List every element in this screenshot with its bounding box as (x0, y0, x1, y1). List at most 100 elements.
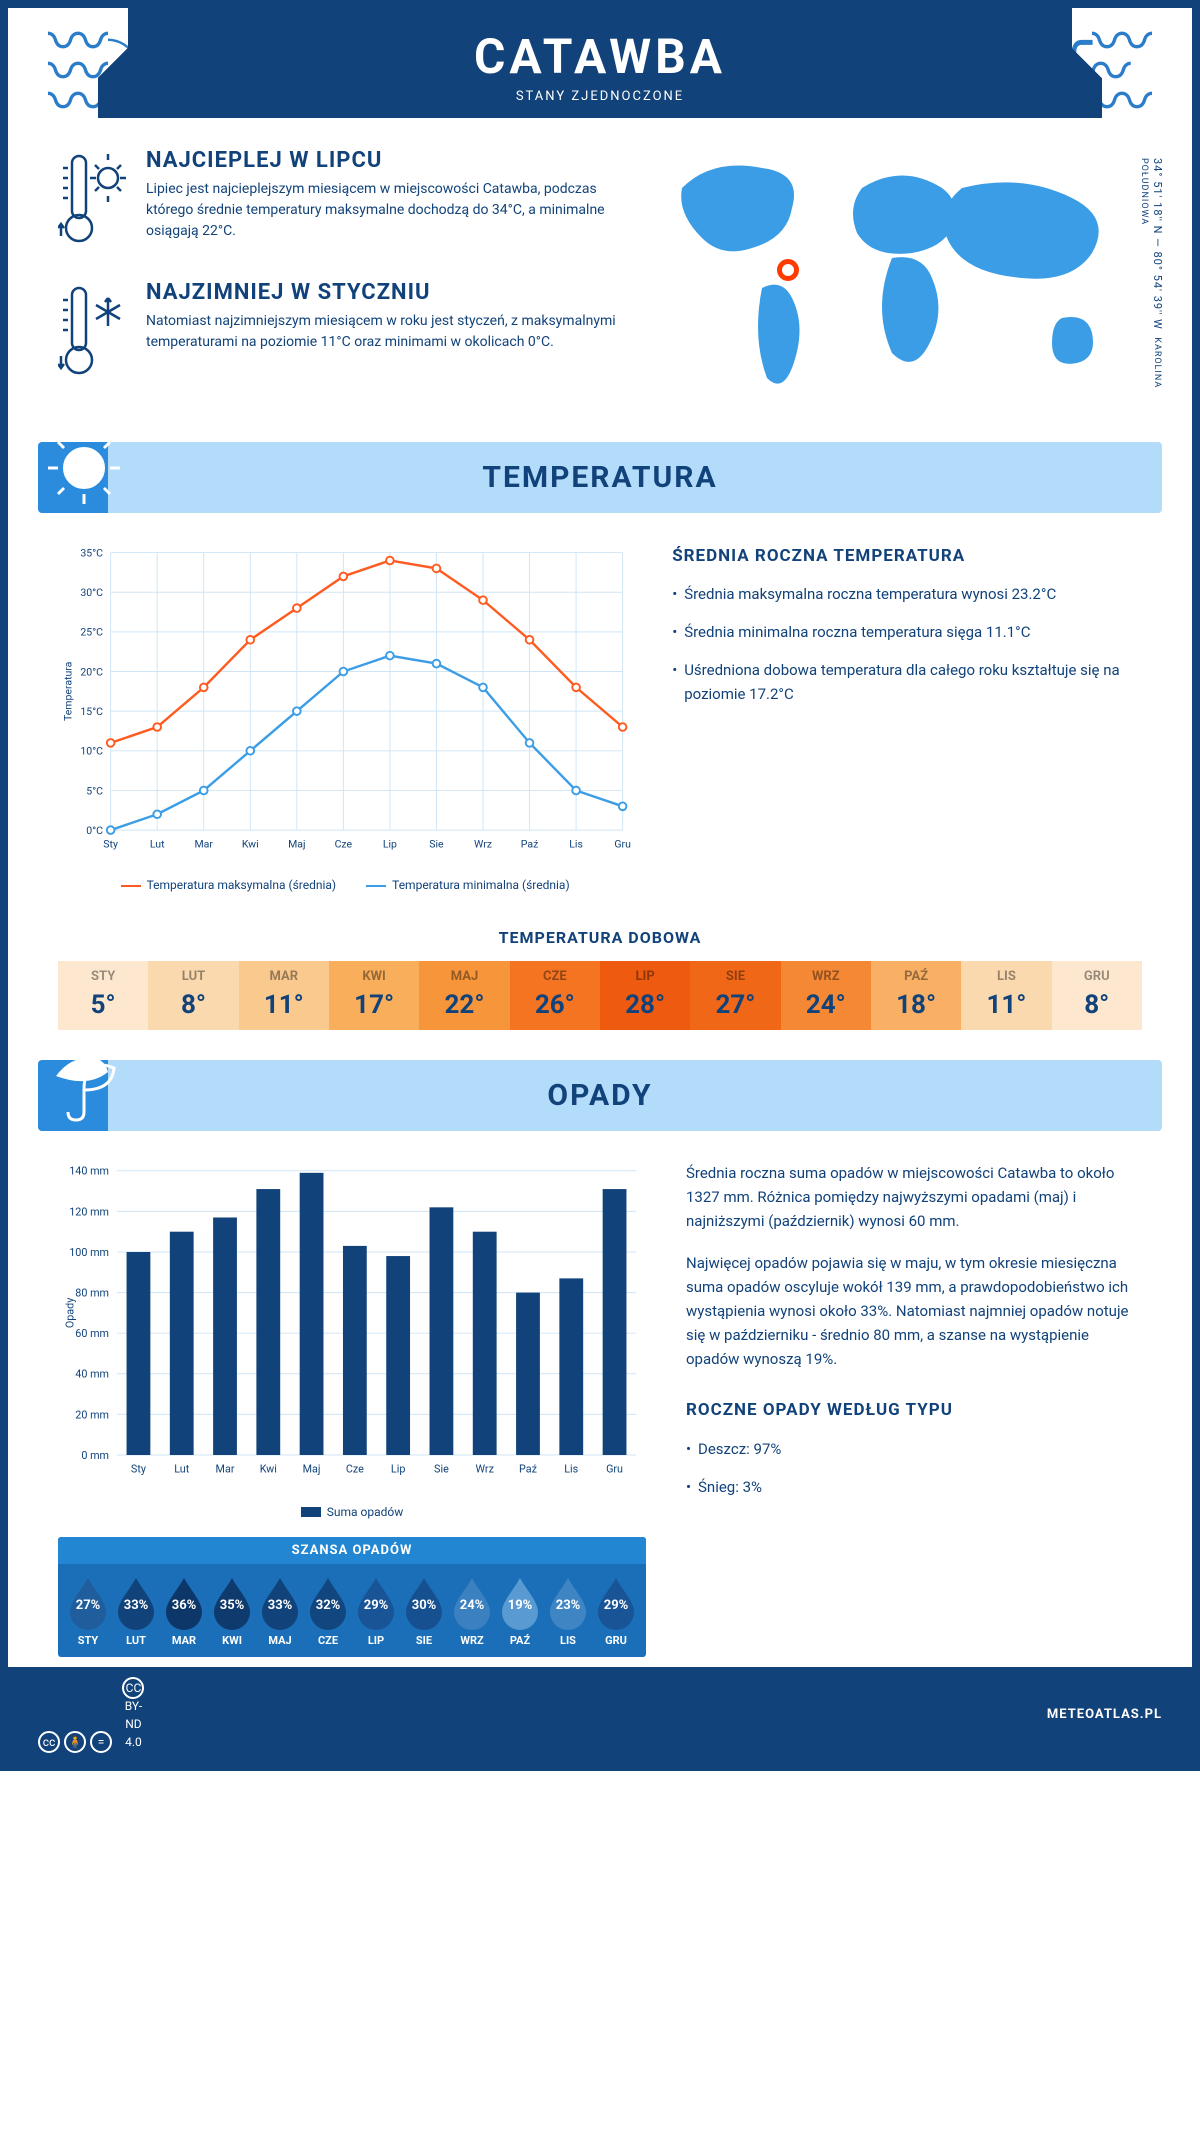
temperature-legend: Temperatura maksymalna (średnia) Tempera… (58, 878, 632, 892)
yearly-precip-type-list: Deszcz: 97% Śnieg: 3% (686, 1437, 1142, 1499)
precip-text-2: Najwięcej opadów pojawia się w maju, w t… (686, 1251, 1142, 1371)
heatmap-cell: STY5° (58, 961, 148, 1030)
by-icon: 🧍 (64, 1731, 86, 1753)
svg-text:Temperatura: Temperatura (61, 661, 74, 721)
svg-text:Sie: Sie (429, 837, 444, 850)
thermometer-hot-icon (58, 148, 128, 252)
cc-icon: cc (38, 1731, 60, 1753)
heatmap-cell: LIP28° (600, 961, 690, 1030)
heatmap-cell: MAR11° (239, 961, 329, 1030)
svg-text:Gru: Gru (606, 1463, 623, 1476)
svg-text:20°C: 20°C (80, 665, 103, 678)
coldest-block: NAJZIMNIEJ W STYCZNIU Natomiast najzimni… (58, 280, 622, 384)
chance-drop: 27%STY (66, 1576, 110, 1647)
svg-text:40 mm: 40 mm (75, 1368, 109, 1381)
svg-text:Lip: Lip (383, 837, 397, 850)
svg-text:Sie: Sie (434, 1463, 449, 1476)
chance-drop: 36%MAR (162, 1576, 206, 1647)
svg-text:Cze: Cze (346, 1463, 364, 1476)
svg-text:Lut: Lut (174, 1463, 190, 1476)
svg-text:35°C: 35°C (80, 546, 103, 559)
svg-text:5°C: 5°C (86, 784, 103, 797)
sun-icon (44, 428, 124, 508)
hottest-block: NAJCIEPLEJ W LIPCU Lipiec jest najcieple… (58, 148, 622, 252)
nd-icon: = (90, 1731, 112, 1753)
svg-text:Wrz: Wrz (475, 1463, 493, 1476)
site-name: METEOATLAS.PL (1047, 1707, 1162, 1722)
temperature-section-header: TEMPERATURA (38, 442, 1162, 513)
svg-text:25°C: 25°C (80, 626, 103, 639)
umbrella-icon (44, 1046, 124, 1126)
svg-text:Maj: Maj (303, 1463, 321, 1476)
daily-temp-title: TEMPERATURA DOBOWA (8, 928, 1192, 947)
location-marker (777, 259, 799, 281)
svg-text:0 mm: 0 mm (81, 1449, 109, 1462)
daily-temp-heatmap: STY5°LUT8°MAR11°KWI17°MAJ22°CZE26°LIP28°… (58, 961, 1142, 1030)
svg-text:120 mm: 120 mm (69, 1206, 109, 1219)
precip-text-1: Średnia roczna suma opadów w miejscowośc… (686, 1161, 1142, 1233)
svg-text:Wrz: Wrz (474, 837, 492, 850)
location-title: CATAWBA (128, 28, 1072, 85)
avg-temp-item: Średnia minimalna roczna temperatura się… (672, 620, 1142, 644)
chance-drop: 29%LIP (354, 1576, 398, 1647)
svg-text:Cze: Cze (335, 837, 353, 850)
avg-temp-item: Średnia maksymalna roczna temperatura wy… (672, 582, 1142, 606)
svg-text:Sty: Sty (131, 1463, 146, 1476)
license-badge: cc🧍= CC BY-ND 4.0 (38, 1677, 148, 1753)
heatmap-cell: CZE26° (510, 961, 600, 1030)
chance-drop: 35%KWI (210, 1576, 254, 1647)
svg-text:100 mm: 100 mm (69, 1246, 109, 1259)
temperature-line-chart: 0°C 5°C 10°C 15°C 20°C 25°C 30°C 35°C Sty Lut Mar K… (58, 543, 632, 868)
chance-drop: 33%LUT (114, 1576, 158, 1647)
precipitation-chance-panel: SZANSA OPADÓW 27%STY33%LUT36%MAR35%KWI33… (58, 1537, 646, 1657)
svg-text:15°C: 15°C (80, 705, 103, 718)
svg-text:Kwi: Kwi (260, 1463, 277, 1476)
chance-drop: 19%PAŹ (498, 1576, 542, 1647)
svg-text:0°C: 0°C (86, 824, 103, 837)
precipitation-section-header: OPADY (38, 1060, 1162, 1131)
heatmap-cell: PAŹ18° (871, 961, 961, 1030)
avg-temp-item: Uśredniona dobowa temperatura dla całego… (672, 658, 1142, 706)
coldest-text: Natomiast najzimniejszym miesiącem w rok… (146, 311, 622, 353)
svg-text:Kwi: Kwi (242, 837, 259, 850)
svg-text:Paź: Paź (519, 1463, 537, 1476)
hottest-title: NAJCIEPLEJ W LIPCU (146, 148, 622, 173)
svg-text:30°C: 30°C (80, 586, 103, 599)
coordinates-label: 34° 51' 18'' N — 80° 54' 39'' W KAROLINA… (1138, 158, 1164, 412)
svg-text:140 mm: 140 mm (69, 1165, 109, 1178)
thermometer-cold-icon (58, 280, 128, 384)
heatmap-cell: MAJ22° (419, 961, 509, 1030)
svg-text:Lut: Lut (150, 837, 165, 850)
location-subtitle: STANY ZJEDNOCZONE (128, 89, 1072, 104)
yearly-precip-item: Deszcz: 97% (686, 1437, 1142, 1461)
svg-text:Mar: Mar (194, 837, 213, 850)
chance-drop: 29%GRU (594, 1576, 638, 1647)
svg-text:20 mm: 20 mm (75, 1409, 109, 1422)
svg-text:80 mm: 80 mm (75, 1287, 109, 1300)
chance-drop: 24%WRZ (450, 1576, 494, 1647)
avg-year-temp-list: Średnia maksymalna roczna temperatura wy… (672, 582, 1142, 706)
precipitation-legend: Suma opadów (58, 1505, 646, 1519)
yearly-precip-type-title: ROCZNE OPADY WEDŁUG TYPU (686, 1397, 1142, 1424)
chance-drop: 33%MAJ (258, 1576, 302, 1647)
precipitation-bar-chart: 0 mm 20 mm 40 mm 60 mm 80 mm 100 mm 120 mm 140 … (58, 1161, 646, 1494)
page-header: CATAWBA STANY ZJEDNOCZONE (128, 8, 1072, 118)
chance-drop: 32%CZE (306, 1576, 350, 1647)
svg-text:Lis: Lis (569, 837, 583, 850)
svg-text:Gru: Gru (614, 837, 631, 850)
heatmap-cell: LIS11° (961, 961, 1051, 1030)
heatmap-cell: WRZ24° (781, 961, 871, 1030)
world-map: 34° 51' 18'' N — 80° 54' 39'' W KAROLINA… (662, 148, 1142, 412)
chance-drop: 23%LIS (546, 1576, 590, 1647)
yearly-precip-item: Śnieg: 3% (686, 1475, 1142, 1499)
svg-text:Maj: Maj (288, 837, 305, 850)
svg-text:10°C: 10°C (80, 745, 103, 758)
svg-text:Opady: Opady (64, 1298, 77, 1328)
chance-title: SZANSA OPADÓW (58, 1537, 646, 1564)
svg-text:Sty: Sty (103, 837, 118, 850)
coldest-title: NAJZIMNIEJ W STYCZNIU (146, 280, 622, 305)
heatmap-cell: LUT8° (148, 961, 238, 1030)
svg-text:60 mm: 60 mm (75, 1327, 109, 1340)
heatmap-cell: GRU8° (1052, 961, 1142, 1030)
page-footer: cc🧍= CC BY-ND 4.0 METEOATLAS.PL (8, 1667, 1192, 1763)
